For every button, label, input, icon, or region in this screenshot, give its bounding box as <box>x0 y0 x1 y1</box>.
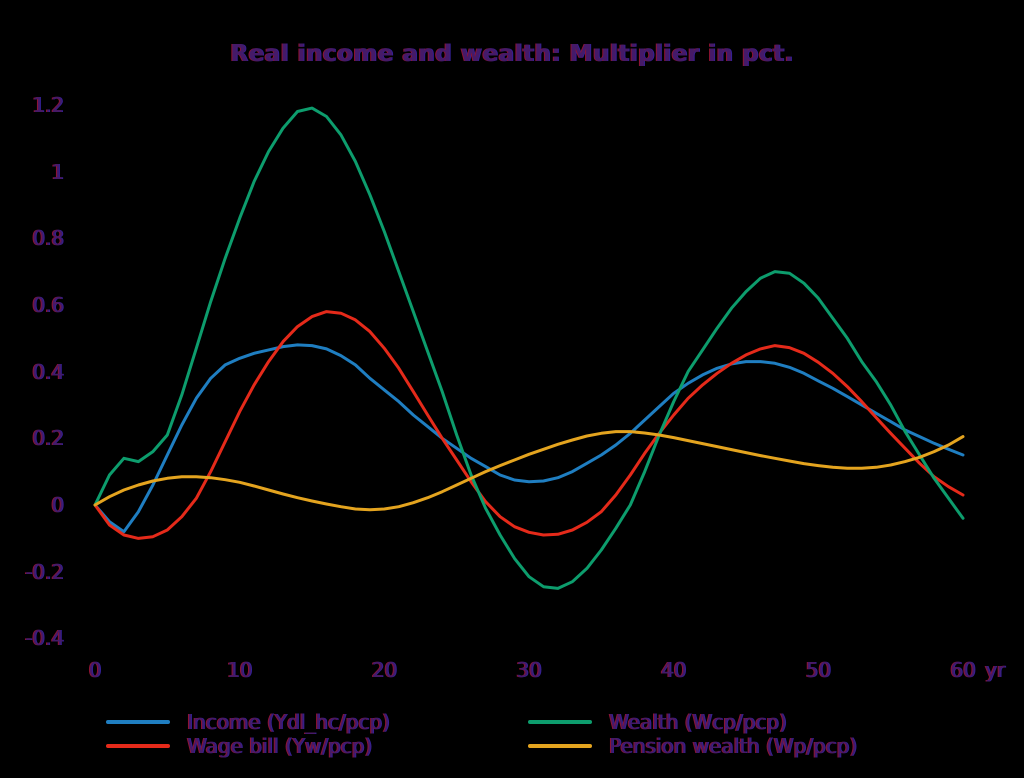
x-tick-label: 30 <box>516 658 542 682</box>
y-tick-label: 0.2 <box>32 426 64 451</box>
series-line-3 <box>93 430 965 512</box>
x-tick-label: 10 <box>226 658 253 682</box>
legend-line-swatch <box>106 744 170 748</box>
y-tick-label: 0 <box>51 493 64 517</box>
legend-label: Pension wealth (Wp/pcp) <box>609 734 858 758</box>
legend-item: Pension wealth (Wp/pcp) <box>528 734 857 758</box>
legend-line-swatch <box>528 720 592 724</box>
y-tick-label: 0.6 <box>32 292 64 317</box>
series-line-1 <box>93 310 965 540</box>
y-tick-label: -0.4 <box>24 626 64 651</box>
legend-item: Wage bill (Yw/pcp) <box>106 734 372 758</box>
legend-item: Wealth (Wcp/pcp) <box>528 710 787 734</box>
x-tick-label: 0 <box>88 658 102 682</box>
x-tick-label: 20 <box>371 658 398 682</box>
x-tick-label: 40 <box>660 658 687 682</box>
legend-item: Income (Ydl_hc/pcp) <box>106 710 390 734</box>
legend-label: Income (Ydl_hc/pcp) <box>187 710 390 734</box>
y-tick-label: 1 <box>51 159 64 184</box>
legend-line-swatch <box>106 720 170 724</box>
y-tick-label: -0.2 <box>24 559 64 584</box>
series-line-2 <box>93 106 965 590</box>
legend-label: Wealth (Wcp/pcp) <box>609 710 787 734</box>
y-tick-label: 1.2 <box>32 92 64 117</box>
x-tick-label: 50 <box>805 658 832 682</box>
legend-line-swatch <box>528 744 592 748</box>
y-tick-label: 0.8 <box>32 226 64 251</box>
y-tick-label: 0.4 <box>32 359 64 384</box>
x-tick-label: 60 <box>950 658 976 682</box>
legend-label: Wage bill (Yw/pcp) <box>187 734 373 758</box>
x-axis-unit-label: yr <box>985 658 1006 682</box>
chart-title: Real income and wealth: Multiplier in pc… <box>230 41 794 67</box>
series-line-0 <box>93 343 965 534</box>
